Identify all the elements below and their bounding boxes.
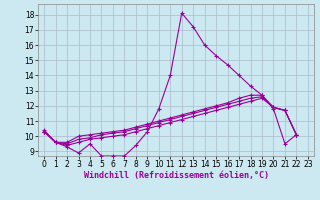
X-axis label: Windchill (Refroidissement éolien,°C): Windchill (Refroidissement éolien,°C) xyxy=(84,171,268,180)
